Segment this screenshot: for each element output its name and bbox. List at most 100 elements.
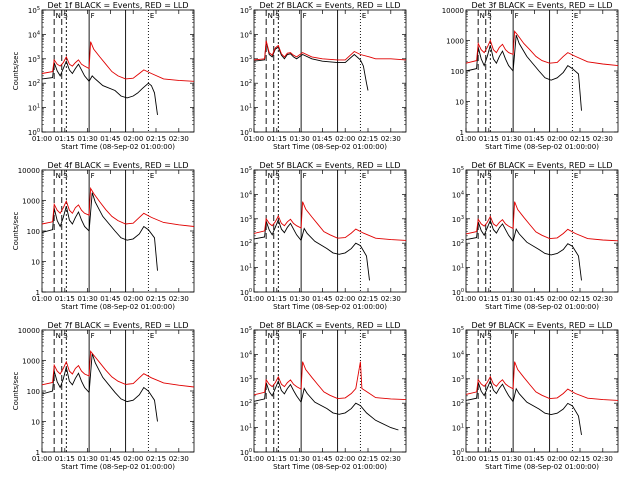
x-tick-label: 02:00 xyxy=(547,295,567,303)
marker-label: F xyxy=(303,172,307,180)
x-tick-label: 02:15 xyxy=(146,455,166,463)
x-tick-label: 02:15 xyxy=(146,135,166,143)
y-tick-label: 100 xyxy=(240,288,252,297)
x-tick-label: 02:00 xyxy=(123,295,143,303)
marker-label: N xyxy=(56,332,61,340)
x-tick-label: 01:45 xyxy=(312,135,332,143)
marker-label: E xyxy=(150,12,154,20)
marker-label: N xyxy=(480,12,485,20)
x-tick-label: 01:00 xyxy=(244,295,264,303)
y-tick-label: 100 xyxy=(452,448,464,457)
y-tick-label: 100 xyxy=(451,68,464,76)
x-tick-label: 02:15 xyxy=(358,135,378,143)
x-tick-label: 02:30 xyxy=(593,295,613,303)
marker-label: S xyxy=(63,332,68,340)
x-tick-label: 01:30 xyxy=(502,135,522,143)
y-tick-label: 105 xyxy=(452,326,464,335)
x-tick-label: 02:15 xyxy=(358,295,378,303)
x-tick-label: 01:00 xyxy=(456,295,476,303)
y-tick-label: 1 xyxy=(36,449,40,457)
marker-label: N xyxy=(56,172,61,180)
x-tick-label: 01:30 xyxy=(502,455,522,463)
x-tick-label: 01:15 xyxy=(55,295,75,303)
y-tick-label: 10000 xyxy=(442,7,464,15)
x-tick-label: 01:30 xyxy=(502,295,522,303)
x-tick-label: 02:15 xyxy=(358,455,378,463)
panel-title: Det 3f BLACK = Events, RED = LLD xyxy=(471,1,612,10)
plot-frame xyxy=(41,329,195,453)
y-tick-label: 1000 xyxy=(446,38,464,46)
y-tick-label: 103 xyxy=(452,215,464,224)
y-tick-label: 105 xyxy=(28,6,40,15)
y-axis-label: Counts/sec xyxy=(12,372,20,411)
x-tick-label: 01:15 xyxy=(55,455,75,463)
y-tick-label: 104 xyxy=(240,30,252,39)
y-tick-label: 104 xyxy=(28,30,40,39)
panel-det-5f: Det 5f BLACK = Events, RED = LLD 100 101 10… xyxy=(240,161,407,311)
x-tick-label: 02:30 xyxy=(593,455,613,463)
y-tick-label: 1 xyxy=(460,129,464,137)
panel-det-7f: Det 7f BLACK = Events, RED = LLD 1 10 100 10… xyxy=(12,321,195,471)
panel-title: Det 4f BLACK = Events, RED = LLD xyxy=(47,161,188,170)
marker-label: E xyxy=(150,332,154,340)
y-tick-label: 101 xyxy=(452,264,464,273)
y-tick-label: 103 xyxy=(240,55,252,64)
series-lld-line xyxy=(253,40,407,61)
series-lld-line xyxy=(465,201,619,242)
x-tick-label: 02:00 xyxy=(547,455,567,463)
marker-label: S xyxy=(487,332,492,340)
x-tick-label: 02:15 xyxy=(146,295,166,303)
marker-label: E xyxy=(574,172,578,180)
x-tick-label: 01:00 xyxy=(32,455,52,463)
x-axis-label: Start Time (08-Sep-02 01:00:00) xyxy=(61,303,175,311)
panel-det-6f: Det 6f BLACK = Events, RED = LLD 100 101 10… xyxy=(452,161,619,311)
marker-label: N xyxy=(56,12,61,20)
y-tick-label: 102 xyxy=(452,399,464,408)
panel-title: Det 8f BLACK = Events, RED = LLD xyxy=(259,321,400,330)
series-lld-line xyxy=(253,361,407,401)
panel-det-9f: Det 9f BLACK = Events, RED = LLD 100 101 10… xyxy=(452,321,619,471)
series-events-line xyxy=(253,218,370,281)
x-tick-label: 01:45 xyxy=(100,295,120,303)
x-tick-label: 01:00 xyxy=(244,135,264,143)
y-tick-label: 103 xyxy=(452,375,464,384)
x-tick-label: 02:15 xyxy=(570,295,590,303)
plot-frame xyxy=(465,329,619,453)
x-tick-label: 01:45 xyxy=(524,135,544,143)
marker-label: E xyxy=(150,172,154,180)
y-tick-label: 101 xyxy=(240,424,252,433)
y-tick-label: 10000 xyxy=(18,167,40,175)
y-tick-label: 103 xyxy=(28,55,40,64)
y-tick-label: 10 xyxy=(455,99,464,107)
x-tick-label: 01:15 xyxy=(267,455,287,463)
y-tick-label: 100 xyxy=(27,388,40,396)
plot-frame xyxy=(465,9,619,133)
x-tick-label: 02:30 xyxy=(593,135,613,143)
x-tick-label: 02:15 xyxy=(570,135,590,143)
x-tick-label: 01:00 xyxy=(32,135,52,143)
y-tick-label: 102 xyxy=(452,239,464,248)
y-tick-label: 104 xyxy=(452,190,464,199)
marker-label: E xyxy=(574,12,578,20)
marker-label: S xyxy=(275,172,280,180)
plot-frame xyxy=(41,9,195,133)
panel-det-3f: Det 3f BLACK = Events, RED = LLD 1 10 100 10… xyxy=(442,1,619,151)
marker-label: S xyxy=(63,12,68,20)
x-tick-label: 02:15 xyxy=(570,455,590,463)
panel-title: Det 7f BLACK = Events, RED = LLD xyxy=(47,321,188,330)
x-axis-label: Start Time (08-Sep-02 01:00:00) xyxy=(273,143,387,151)
series-lld-line xyxy=(41,186,195,227)
x-tick-label: 02:30 xyxy=(381,135,401,143)
panel-det-4f: Det 4f BLACK = Events, RED = LLD 1 10 100 10… xyxy=(12,161,195,311)
plot-frame xyxy=(253,169,407,293)
x-tick-label: 02:30 xyxy=(381,295,401,303)
marker-label: F xyxy=(91,12,95,20)
y-tick-label: 103 xyxy=(240,215,252,224)
y-tick-label: 10000 xyxy=(18,327,40,335)
marker-label: F xyxy=(303,12,307,20)
marker-label: F xyxy=(91,172,95,180)
panel-title: Det 2f BLACK = Events, RED = LLD xyxy=(259,1,400,10)
y-tick-label: 104 xyxy=(452,350,464,359)
y-tick-label: 103 xyxy=(240,375,252,384)
panel-title: Det 5f BLACK = Events, RED = LLD xyxy=(259,161,400,170)
